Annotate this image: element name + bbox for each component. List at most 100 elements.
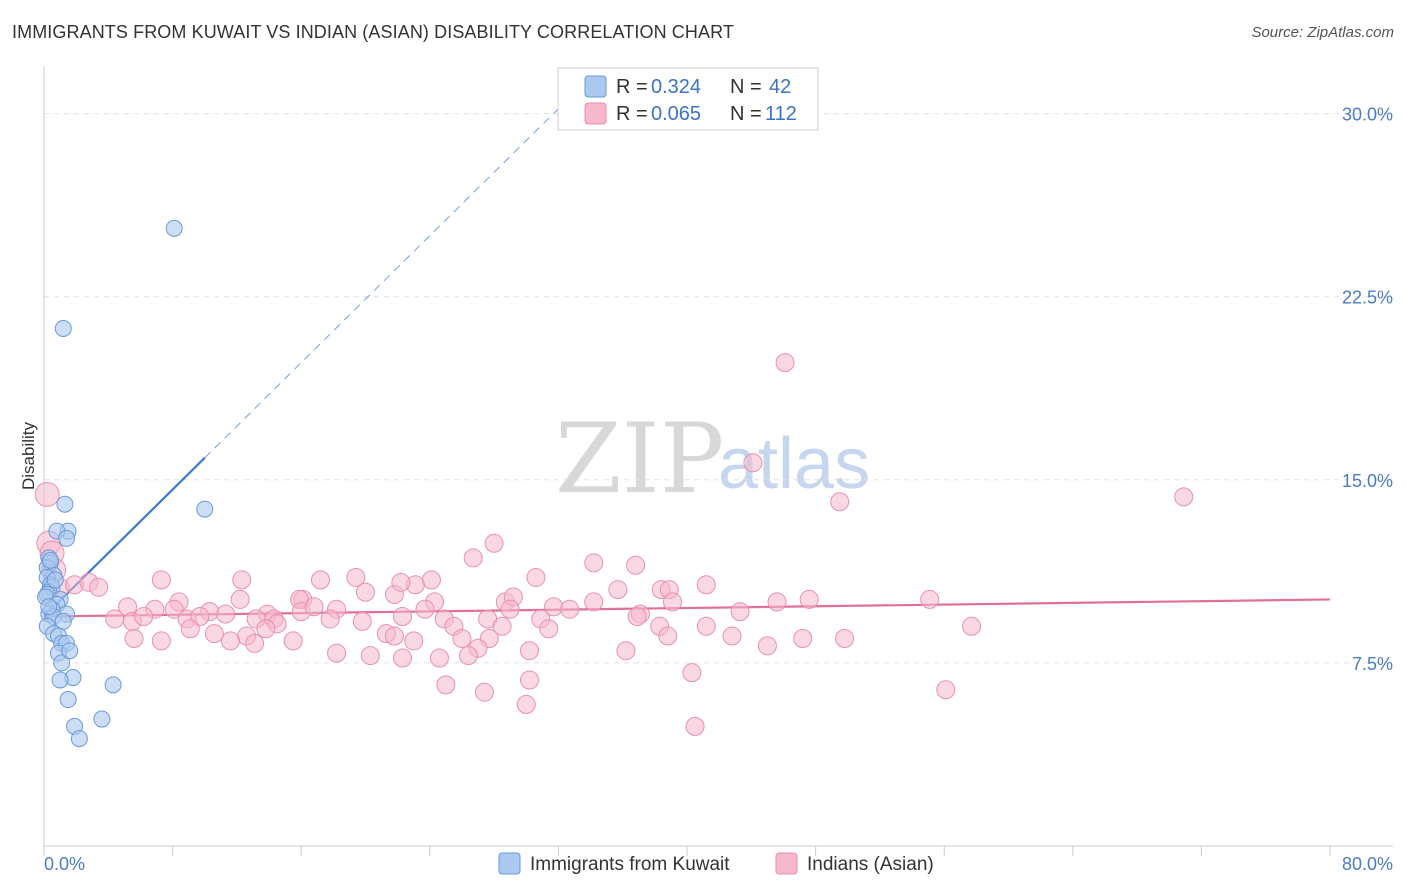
data-point-immigrants-from-kuwait: [104, 676, 122, 694]
data-point-indians-asian: [626, 555, 646, 575]
bottom-legend-label-pink: Indians (Asian): [807, 854, 934, 875]
data-point-indians-asian: [421, 570, 441, 590]
data-point-indians-asian: [105, 609, 125, 629]
data-point-indians-asian: [458, 646, 478, 666]
data-point-indians-asian: [696, 575, 716, 595]
data-point-indians-asian: [658, 626, 678, 646]
data-point-indians-asian: [474, 682, 494, 702]
data-point-indians-asian: [34, 481, 60, 507]
series-indians-asian: [34, 353, 1194, 736]
data-point-indians-asian: [360, 646, 380, 666]
y-tick-label: 30.0%: [1342, 105, 1393, 125]
data-point-indians-asian: [404, 631, 424, 651]
data-point-indians-asian: [304, 597, 324, 617]
data-point-indians-asian: [415, 599, 435, 619]
bottom-legend-swatch-blue: [498, 852, 521, 875]
data-point-indians-asian: [835, 628, 855, 648]
data-point-indians-asian: [283, 631, 303, 651]
axes: [43, 66, 1393, 856]
data-point-immigrants-from-kuwait: [56, 495, 74, 513]
data-point-immigrants-from-kuwait: [53, 654, 71, 672]
data-point-indians-asian: [220, 631, 240, 651]
legend-swatch-blue: [584, 75, 607, 98]
data-point-indians-asian: [230, 589, 250, 609]
data-point-indians-asian: [134, 607, 154, 627]
data-point-indians-asian: [484, 533, 504, 553]
data-point-indians-asian: [320, 609, 340, 629]
data-point-indians-asian: [584, 592, 604, 612]
data-point-indians-asian: [799, 589, 819, 609]
data-point-immigrants-from-kuwait: [58, 529, 76, 547]
data-point-indians-asian: [584, 553, 604, 573]
legend-n-value-pink: 112: [765, 103, 797, 125]
data-point-immigrants-from-kuwait: [93, 710, 111, 728]
legend-n-value-blue: 42: [769, 76, 791, 98]
data-point-indians-asian: [936, 680, 956, 700]
data-point-immigrants-from-kuwait: [51, 671, 69, 689]
data-point-indians-asian: [696, 616, 716, 636]
trend-line-blue-extended: [204, 108, 559, 459]
watermark-atlas: atlas: [718, 424, 870, 504]
data-point-immigrants-from-kuwait: [54, 319, 72, 337]
data-point-indians-asian: [151, 570, 171, 590]
data-point-indians-asian: [352, 611, 372, 631]
data-point-indians-asian: [124, 628, 144, 648]
data-point-indians-asian: [463, 548, 483, 568]
x-tick-label-max: 80.0%: [1342, 854, 1393, 874]
y-tick-labels: 7.5% 15.0% 22.5% 30.0%: [1342, 105, 1393, 674]
data-point-indians-asian: [830, 492, 850, 512]
data-point-indians-asian: [962, 616, 982, 636]
correlation-legend: R = 0.324 N = 42 R = 0.065 N = 112: [557, 67, 819, 131]
data-point-indians-asian: [392, 607, 412, 627]
y-tick-label: 22.5%: [1342, 288, 1393, 308]
data-point-indians-asian: [89, 577, 109, 597]
data-point-indians-asian: [436, 675, 456, 695]
legend-swatch-pink: [584, 102, 607, 125]
data-point-immigrants-from-kuwait: [70, 730, 88, 748]
data-point-immigrants-from-kuwait: [46, 571, 64, 589]
data-point-immigrants-from-kuwait: [41, 551, 59, 569]
data-point-indians-asian: [232, 570, 252, 590]
data-point-indians-asian: [327, 643, 347, 663]
data-point-indians-asian: [256, 619, 276, 639]
data-point-indians-asian: [391, 572, 411, 592]
data-point-indians-asian: [730, 602, 750, 622]
legend-r-label-blue: R =: [616, 76, 648, 98]
y-tick-label: 7.5%: [1352, 654, 1393, 674]
data-point-indians-asian: [793, 628, 813, 648]
data-point-indians-asian: [310, 570, 330, 590]
data-point-immigrants-from-kuwait: [59, 691, 77, 709]
y-axis-label: Disability: [19, 421, 38, 490]
data-point-indians-asian: [151, 631, 171, 651]
legend-r-value-blue: 0.324: [651, 76, 701, 98]
data-point-immigrants-from-kuwait: [196, 500, 214, 518]
x-tick-label-min: 0.0%: [44, 854, 85, 874]
data-point-indians-asian: [519, 670, 539, 690]
source-label: Source: ZipAtlas.com: [1251, 24, 1394, 41]
data-point-indians-asian: [384, 626, 404, 646]
series-legend: Immigrants from Kuwait Indians (Asian): [498, 852, 934, 875]
data-point-indians-asian: [767, 592, 787, 612]
data-point-indians-asian: [682, 663, 702, 683]
data-point-indians-asian: [452, 628, 472, 648]
data-point-indians-asian: [608, 580, 628, 600]
data-point-indians-asian: [356, 582, 375, 602]
data-point-indians-asian: [500, 599, 520, 619]
data-point-indians-asian: [775, 353, 795, 373]
data-point-indians-asian: [722, 626, 742, 646]
data-point-indians-asian: [245, 633, 265, 653]
data-point-indians-asian: [560, 599, 580, 619]
watermark: ZIP atlas: [555, 403, 870, 515]
bottom-legend-label-blue: Immigrants from Kuwait: [530, 854, 730, 875]
data-point-indians-asian: [516, 694, 536, 714]
data-point-indians-asian: [346, 567, 366, 587]
y-tick-label: 15.0%: [1342, 471, 1393, 491]
data-point-indians-asian: [685, 716, 705, 736]
data-point-immigrants-from-kuwait: [165, 219, 183, 237]
trend-lines: [43, 108, 1331, 618]
data-point-indians-asian: [429, 648, 449, 668]
legend-n-label-blue: N =: [730, 76, 762, 98]
data-point-immigrants-from-kuwait: [61, 642, 79, 660]
data-point-indians-asian: [616, 641, 636, 661]
